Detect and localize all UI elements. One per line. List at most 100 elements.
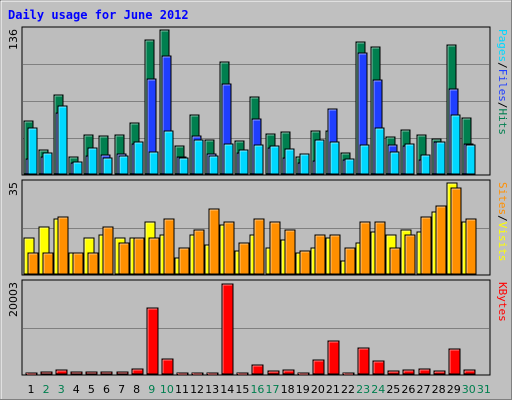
- bar-sites-12: [193, 229, 205, 275]
- bar-sites-3-fill: [57, 216, 69, 275]
- day-label-27: 27: [417, 383, 431, 396]
- bar-kbytes-12: [191, 372, 204, 375]
- bar-sites-27: [420, 216, 432, 275]
- legend-bottom-item-0: KBytes: [496, 282, 509, 322]
- bar-sites-19: [299, 250, 311, 275]
- bar-sites-5: [87, 252, 99, 275]
- day-label-17: 17: [266, 383, 280, 396]
- panel-top: 136 Pages/Files/Hits: [7, 26, 509, 176]
- bar-pages-5: [87, 147, 98, 175]
- bar-sites-21-fill: [329, 234, 341, 275]
- bar-sites-10: [163, 218, 175, 275]
- bar-kbytes-5: [85, 371, 98, 375]
- panel-middle: 35 Sites/Visits: [7, 179, 509, 276]
- bar-pages-17: [269, 145, 280, 175]
- bar-sites-17-fill: [269, 221, 281, 275]
- bar-sites-1-fill: [27, 252, 39, 275]
- day-label-23: 23: [356, 383, 370, 396]
- bar-sites-2-fill: [42, 252, 54, 275]
- bar-sites-15: [238, 242, 250, 275]
- day-label-2: 2: [43, 383, 50, 396]
- bar-sites-18: [284, 229, 296, 275]
- legend-middle-item-2: Visits: [496, 222, 509, 262]
- legend-middle-item-0: Sites: [496, 182, 509, 215]
- bar-pages-19: [299, 153, 310, 175]
- bar-kbytes-17: [267, 370, 280, 375]
- day-label-6: 6: [103, 383, 110, 396]
- bar-pages-15-fill: [238, 149, 249, 175]
- bar-kbytes-16: [251, 364, 264, 375]
- bar-sites-4-fill: [72, 252, 84, 275]
- day-label-11: 11: [175, 383, 189, 396]
- bar-sites-11: [178, 247, 190, 275]
- bar-pages-7: [118, 155, 129, 175]
- bar-kbytes-30-fill: [463, 369, 476, 375]
- bar-kbytes-1: [25, 372, 38, 375]
- bar-sites-3: [57, 216, 69, 275]
- bar-sites-26-fill: [404, 234, 416, 275]
- bar-sites-27-fill: [420, 216, 432, 275]
- bar-sites-6-fill: [102, 226, 114, 275]
- bar-pages-5-fill: [87, 147, 98, 175]
- day-label-26: 26: [401, 383, 415, 396]
- bar-pages-9-fill: [148, 151, 159, 175]
- bar-sites-7: [118, 242, 130, 275]
- bar-sites-25: [389, 247, 401, 275]
- bar-pages-28-fill: [435, 141, 446, 175]
- day-label-5: 5: [88, 383, 95, 396]
- day-label-28: 28: [432, 383, 446, 396]
- bar-kbytes-18-fill: [282, 369, 295, 375]
- bar-pages-26: [404, 143, 415, 175]
- bar-sites-22-fill: [344, 247, 356, 275]
- day-label-8: 8: [133, 383, 140, 396]
- bar-sites-17: [269, 221, 281, 275]
- day-label-9: 9: [148, 383, 155, 396]
- bar-pages-11-fill: [178, 157, 189, 175]
- bar-kbytes-26-fill: [402, 369, 415, 375]
- day-label-18: 18: [281, 383, 295, 396]
- bar-pages-18: [284, 148, 295, 175]
- bar-pages-13-fill: [208, 155, 219, 175]
- bar-kbytes-19: [297, 372, 310, 375]
- bar-kbytes-25: [387, 370, 400, 375]
- bar-kbytes-29-fill: [448, 348, 461, 375]
- bar-pages-1-fill: [27, 127, 38, 175]
- bar-sites-26: [404, 234, 416, 275]
- bar-kbytes-13: [206, 372, 219, 375]
- bar-pages-30: [465, 144, 476, 175]
- bar-pages-7-fill: [118, 155, 129, 175]
- bar-sites-24: [374, 221, 386, 275]
- bar-sites-29-fill: [450, 187, 462, 275]
- bar-pages-4: [72, 161, 83, 175]
- bar-sites-6: [102, 226, 114, 275]
- bar-kbytes-16-fill: [251, 364, 264, 375]
- bar-kbytes-4: [70, 371, 83, 375]
- bar-sites-29: [450, 187, 462, 275]
- bar-pages-2-fill: [42, 152, 53, 175]
- bar-sites-20-fill: [314, 234, 326, 275]
- bar-sites-13-fill: [208, 208, 220, 275]
- day-label-15: 15: [235, 383, 249, 396]
- bar-kbytes-22: [342, 372, 355, 375]
- bar-sites-8: [133, 237, 145, 275]
- bar-pages-23-fill: [359, 144, 370, 175]
- day-label-7: 7: [118, 383, 125, 396]
- bar-pages-18-fill: [284, 148, 295, 175]
- bar-pages-24: [374, 127, 385, 175]
- bar-sites-22: [344, 247, 356, 275]
- bar-pages-8: [133, 141, 144, 175]
- bar-pages-20-fill: [314, 139, 325, 175]
- legend-top: Pages/Files/Hits: [496, 29, 509, 135]
- bar-pages-12-fill: [193, 139, 204, 175]
- bar-kbytes-8: [131, 368, 144, 375]
- bar-kbytes-28: [433, 370, 446, 375]
- legend-bottom: KBytes: [496, 282, 509, 322]
- bar-kbytes-2: [40, 371, 53, 375]
- bar-pages-13: [208, 155, 219, 175]
- chart-title: Daily usage for June 2012: [8, 8, 189, 22]
- bar-kbytes-26: [402, 369, 415, 375]
- bar-kbytes-29: [448, 348, 461, 375]
- bar-sites-10-fill: [163, 218, 175, 275]
- bar-pages-10-fill: [163, 130, 174, 175]
